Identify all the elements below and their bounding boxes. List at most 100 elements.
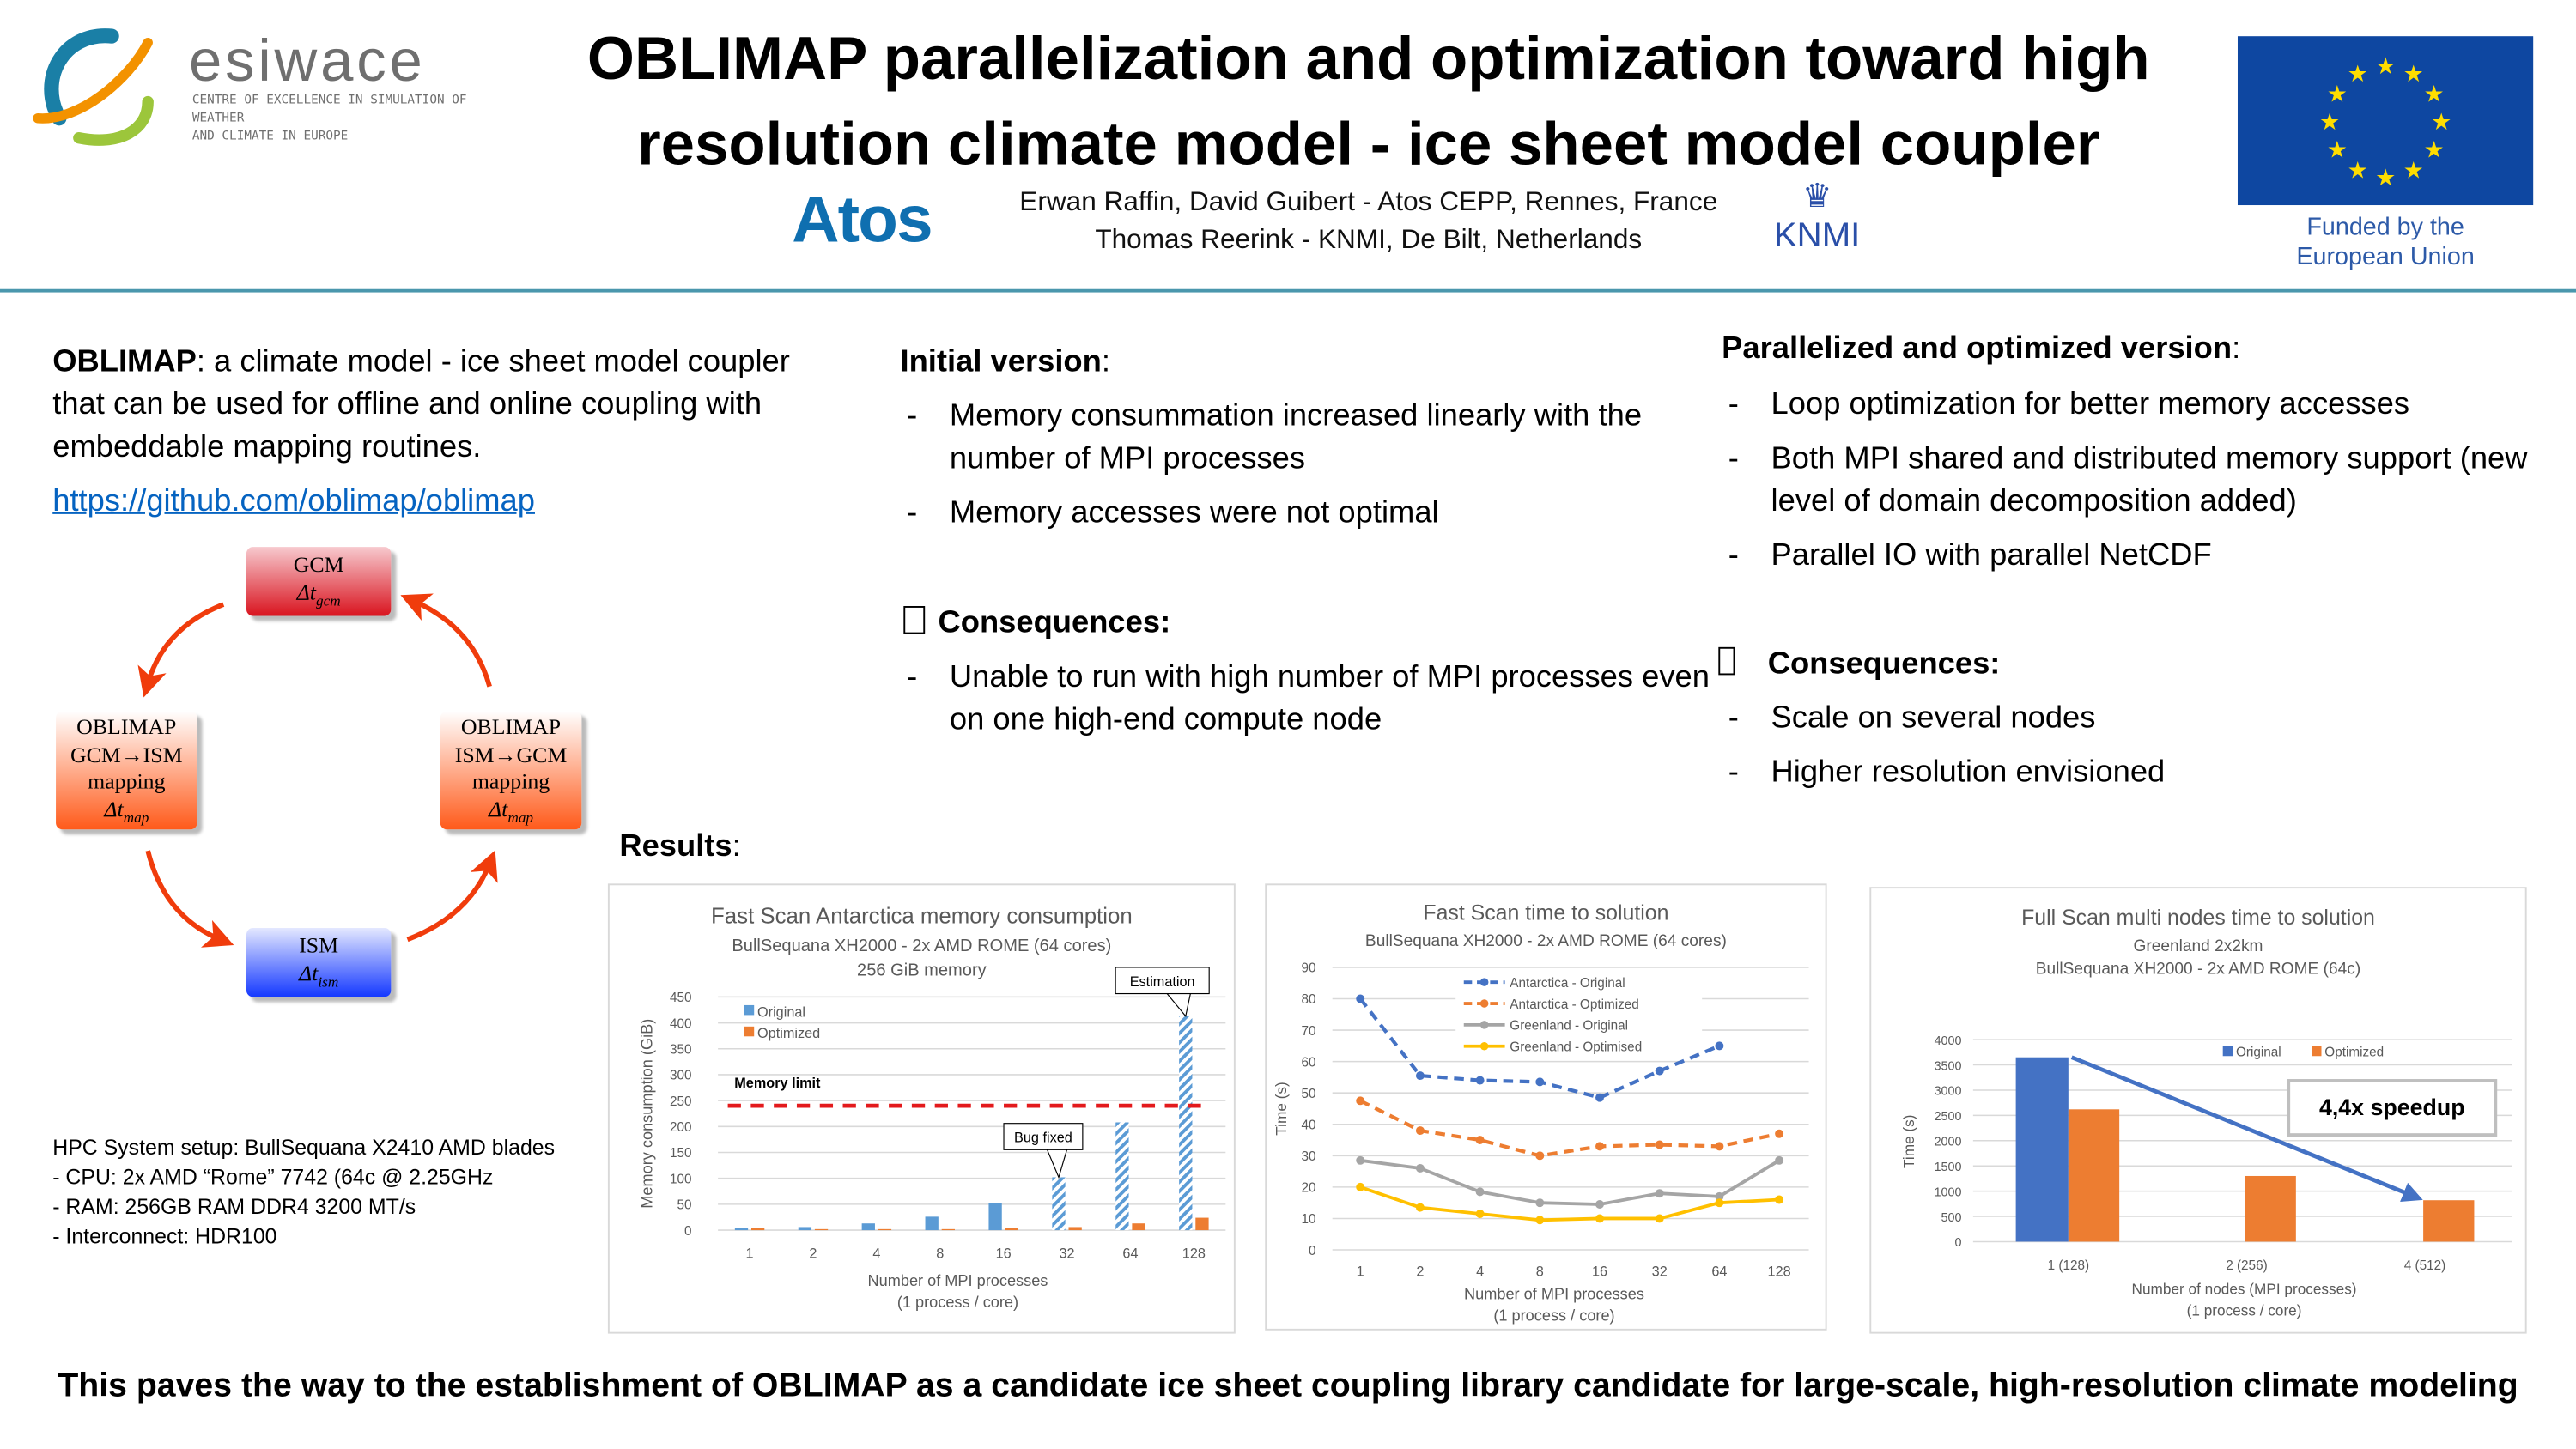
atos-logo: Atos (792, 184, 933, 257)
x-tick-label: 1 (746, 1246, 754, 1262)
chart-subtitle: BullSequana XH2000 - 2x AMD ROME (64c) (2036, 961, 2360, 979)
esiwace-swoosh-icon (33, 28, 154, 146)
bar-optimized (750, 1228, 765, 1231)
speedup-arrow (2070, 1055, 2423, 1202)
x-tick-label: 64 (1711, 1264, 1727, 1280)
chart-title: Fast Scan Antarctica memory consumption (711, 904, 1133, 928)
multinode-chart: Full Scan multi nodes time to solution G… (1869, 887, 2527, 1334)
consequences-heading: Consequences: (1718, 644, 2000, 687)
esiwace-tagline: CENTRE OF EXCELLENCE IN SIMULATION OF WE… (191, 92, 467, 125)
bar-optimized (1132, 1223, 1145, 1231)
intro-text: OBLIMAP: a climate model - ice sheet mod… (52, 344, 790, 465)
series-line (1359, 1185, 1780, 1222)
x-tick-label: 4 (1476, 1264, 1484, 1280)
data-point (1535, 1151, 1545, 1161)
bar-optimized (2068, 1109, 2120, 1242)
callout-box (1003, 1123, 1084, 1150)
legend-swatch (744, 1026, 755, 1037)
data-point (1715, 1191, 1724, 1201)
data-point (1535, 1198, 1545, 1208)
data-point (1415, 1126, 1425, 1136)
data-point (1356, 994, 1365, 1003)
x-tick-label: 16 (996, 1246, 1012, 1262)
initial-version-heading: Initial version: (900, 344, 1110, 379)
x-tick-label: 2 (256) (2226, 1258, 2267, 1273)
hpc-setup: HPC System setup: BullSequana X2410 AMD … (52, 1135, 556, 1249)
x-tick-label: 32 (1060, 1246, 1075, 1262)
star-icon: ★ (2327, 82, 2348, 107)
poster-title: OBLIMAP parallelization and optimization… (586, 24, 2150, 178)
star-icon: ★ (2431, 109, 2451, 135)
optimized-version-heading: Parallelized and optimized version: (1722, 331, 2241, 367)
legend-label: Antarctica - Optimized (1510, 997, 1638, 1012)
y-tick-label: 3500 (1935, 1059, 1962, 1073)
bar-optimized (1195, 1217, 1209, 1231)
data-point (1715, 1198, 1724, 1208)
conclusion: This paves the way to the establishment … (58, 1366, 2518, 1404)
y-axis-label: Time (s) (1273, 1082, 1290, 1135)
bar-optimized (1068, 1227, 1082, 1231)
x-tick-label: 1 (128) (2048, 1258, 2089, 1273)
y-tick-label: 90 (1302, 961, 1316, 976)
oblimap-ism-to-gcm-box: OBLIMAP ISM→GCM mapping Δtmap (440, 711, 582, 830)
chart-subtitle: Greenland 2x2km (2134, 937, 2263, 955)
x-tick-label: 16 (1592, 1264, 1607, 1280)
y-tick-label: 0 (1309, 1244, 1316, 1258)
y-tick-label: 50 (1302, 1087, 1316, 1101)
data-point (1655, 1140, 1664, 1149)
x-tick-label: 8 (936, 1246, 944, 1262)
legend-marker (1479, 978, 1489, 986)
memory-chart-svg: Fast Scan Antarctica memory consumption … (639, 904, 1226, 1311)
oblimap-gcm-to-ism-box: OBLIMAP GCM→ISM mapping Δtmap (56, 711, 197, 830)
star-icon: ★ (2375, 53, 2396, 79)
y-tick-label: 4000 (1935, 1034, 1962, 1048)
chart-subtitle: BullSequana XH2000 - 2x AMD ROME (64 cor… (1365, 932, 1727, 950)
ism-box: ISM Δtism (246, 928, 392, 997)
y-tick-label: 350 (670, 1042, 692, 1057)
time-chart: Fast Scan time to solution BullSequana X… (1265, 883, 1827, 1331)
data-point (1595, 1093, 1604, 1102)
y-tick-label: 3000 (1935, 1085, 1962, 1099)
bar-optimized (878, 1228, 892, 1231)
gcm-box: GCM Δtgcm (246, 547, 392, 616)
y-tick-label: 20 (1302, 1181, 1316, 1196)
legend-label: Antarctica - Original (1510, 976, 1625, 991)
github-link[interactable]: https://github.com/oblimap/oblimap (52, 484, 535, 519)
data-point (1715, 1142, 1724, 1151)
bar-optimized (2423, 1200, 2475, 1242)
data-point (1415, 1203, 1425, 1212)
data-point (1595, 1142, 1604, 1151)
legend-label: Original (2236, 1045, 2281, 1059)
callout-label: Bug fixed (1014, 1131, 1072, 1146)
y-tick-label: 300 (670, 1069, 692, 1083)
bar-optimized (814, 1228, 829, 1231)
x-axis-label: (1 process / core) (2187, 1302, 2302, 1319)
x-axis-label: Number of MPI processes (1464, 1285, 1644, 1302)
data-point (1356, 1096, 1365, 1106)
callout-pointer (1166, 993, 1191, 1017)
data-point (1655, 1189, 1664, 1198)
chart-subtitle: BullSequana XH2000 - 2x AMD ROME (64 cor… (732, 937, 1111, 955)
bar-original (988, 1203, 1002, 1231)
y-tick-label: 70 (1302, 1024, 1316, 1039)
star-icon: ★ (2375, 165, 2396, 191)
y-tick-label: 200 (670, 1120, 692, 1135)
bar-original (1052, 1177, 1066, 1231)
checkbox-icon (903, 606, 926, 634)
legend-swatch (2222, 1046, 2233, 1057)
x-axis-label: (1 process / core) (1493, 1307, 1614, 1324)
y-tick-label: 150 (670, 1146, 692, 1161)
authors: Erwan Raffin, David Guibert - Atos CEPP,… (1019, 187, 1718, 255)
bar-original (2015, 1057, 2069, 1242)
data-point (1415, 1163, 1425, 1173)
y-tick-label: 2000 (1935, 1136, 1962, 1149)
x-tick-label: 128 (1182, 1246, 1206, 1262)
bar-original (861, 1223, 875, 1231)
chart-title: Fast Scan time to solution (1423, 900, 1668, 925)
x-tick-label: 2 (1416, 1264, 1424, 1280)
legend-swatch (2312, 1046, 2322, 1057)
y-axis-label: Time (s) (1900, 1115, 1917, 1168)
x-tick-label: 128 (1768, 1264, 1791, 1280)
checkbox-icon (1718, 646, 1735, 676)
memory-chart: Fast Scan Antarctica memory consumption … (607, 883, 1236, 1334)
